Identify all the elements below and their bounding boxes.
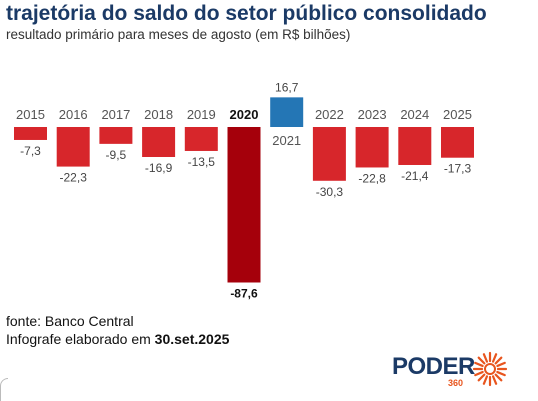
bar-2015 bbox=[14, 127, 47, 140]
credit-prefix: Infografe elaborado em bbox=[6, 331, 151, 347]
value-label-2018: -16,9 bbox=[145, 161, 173, 175]
bar-2016 bbox=[56, 127, 90, 167]
category-label-2019: 2019 bbox=[187, 107, 216, 122]
logo-wordmark: PODER bbox=[392, 353, 475, 380]
bar-2022 bbox=[312, 127, 346, 181]
bar-2021 bbox=[270, 97, 304, 127]
category-label-2022: 2022 bbox=[315, 107, 344, 122]
value-label-2025: -17,3 bbox=[444, 162, 472, 176]
logo-sub: 360 bbox=[448, 378, 464, 388]
value-label-2022: -30,3 bbox=[316, 185, 344, 199]
source-note: fonte: Banco Central bbox=[6, 313, 134, 329]
bar-2020 bbox=[227, 127, 261, 283]
value-label-2016: -22,3 bbox=[60, 171, 88, 185]
poder360-logo: PODER 360 bbox=[392, 351, 512, 391]
frame-corner bbox=[0, 378, 8, 401]
category-label-2023: 2023 bbox=[358, 107, 387, 122]
category-label-2018: 2018 bbox=[144, 107, 173, 122]
bar-2017 bbox=[99, 127, 133, 144]
sunburst-logo-icon bbox=[472, 351, 508, 387]
value-label-2017: -9,5 bbox=[106, 148, 127, 162]
chart-title: trajetória do saldo do setor público con… bbox=[6, 2, 487, 25]
value-label-2023: -22,8 bbox=[358, 171, 386, 185]
bar-chart: 2015 -7,3 2016 -22,3 2017 -9,5 2018 -16,9 2019 -1… bbox=[14, 80, 474, 301]
category-label-2015: 2015 bbox=[16, 107, 45, 122]
category-label-2017: 2017 bbox=[101, 107, 130, 122]
value-label-2015: -7,3 bbox=[20, 144, 41, 158]
credit-date: 30.set.2025 bbox=[154, 331, 230, 347]
bar-2025 bbox=[441, 127, 474, 158]
chart-subtitle: resultado primário para meses de agosto … bbox=[6, 27, 351, 42]
value-label-2024: -21,4 bbox=[401, 169, 429, 183]
bar-2024 bbox=[398, 127, 432, 165]
bar-2019 bbox=[184, 127, 218, 151]
category-label-2016: 2016 bbox=[59, 107, 88, 122]
category-label-2025: 2025 bbox=[443, 107, 472, 122]
bar-2018 bbox=[142, 127, 176, 157]
value-label-2019: -13,5 bbox=[188, 155, 216, 169]
value-label-2021: 16,7 bbox=[275, 80, 299, 94]
category-label-2021: 2021 bbox=[272, 133, 301, 148]
value-label-2020: -87,6 bbox=[230, 287, 258, 301]
category-label-2020: 2020 bbox=[230, 107, 259, 122]
bar-2023 bbox=[355, 127, 389, 168]
category-label-2024: 2024 bbox=[400, 107, 429, 122]
credit-note: Infografe elaborado em 30.set.2025 bbox=[6, 331, 229, 347]
